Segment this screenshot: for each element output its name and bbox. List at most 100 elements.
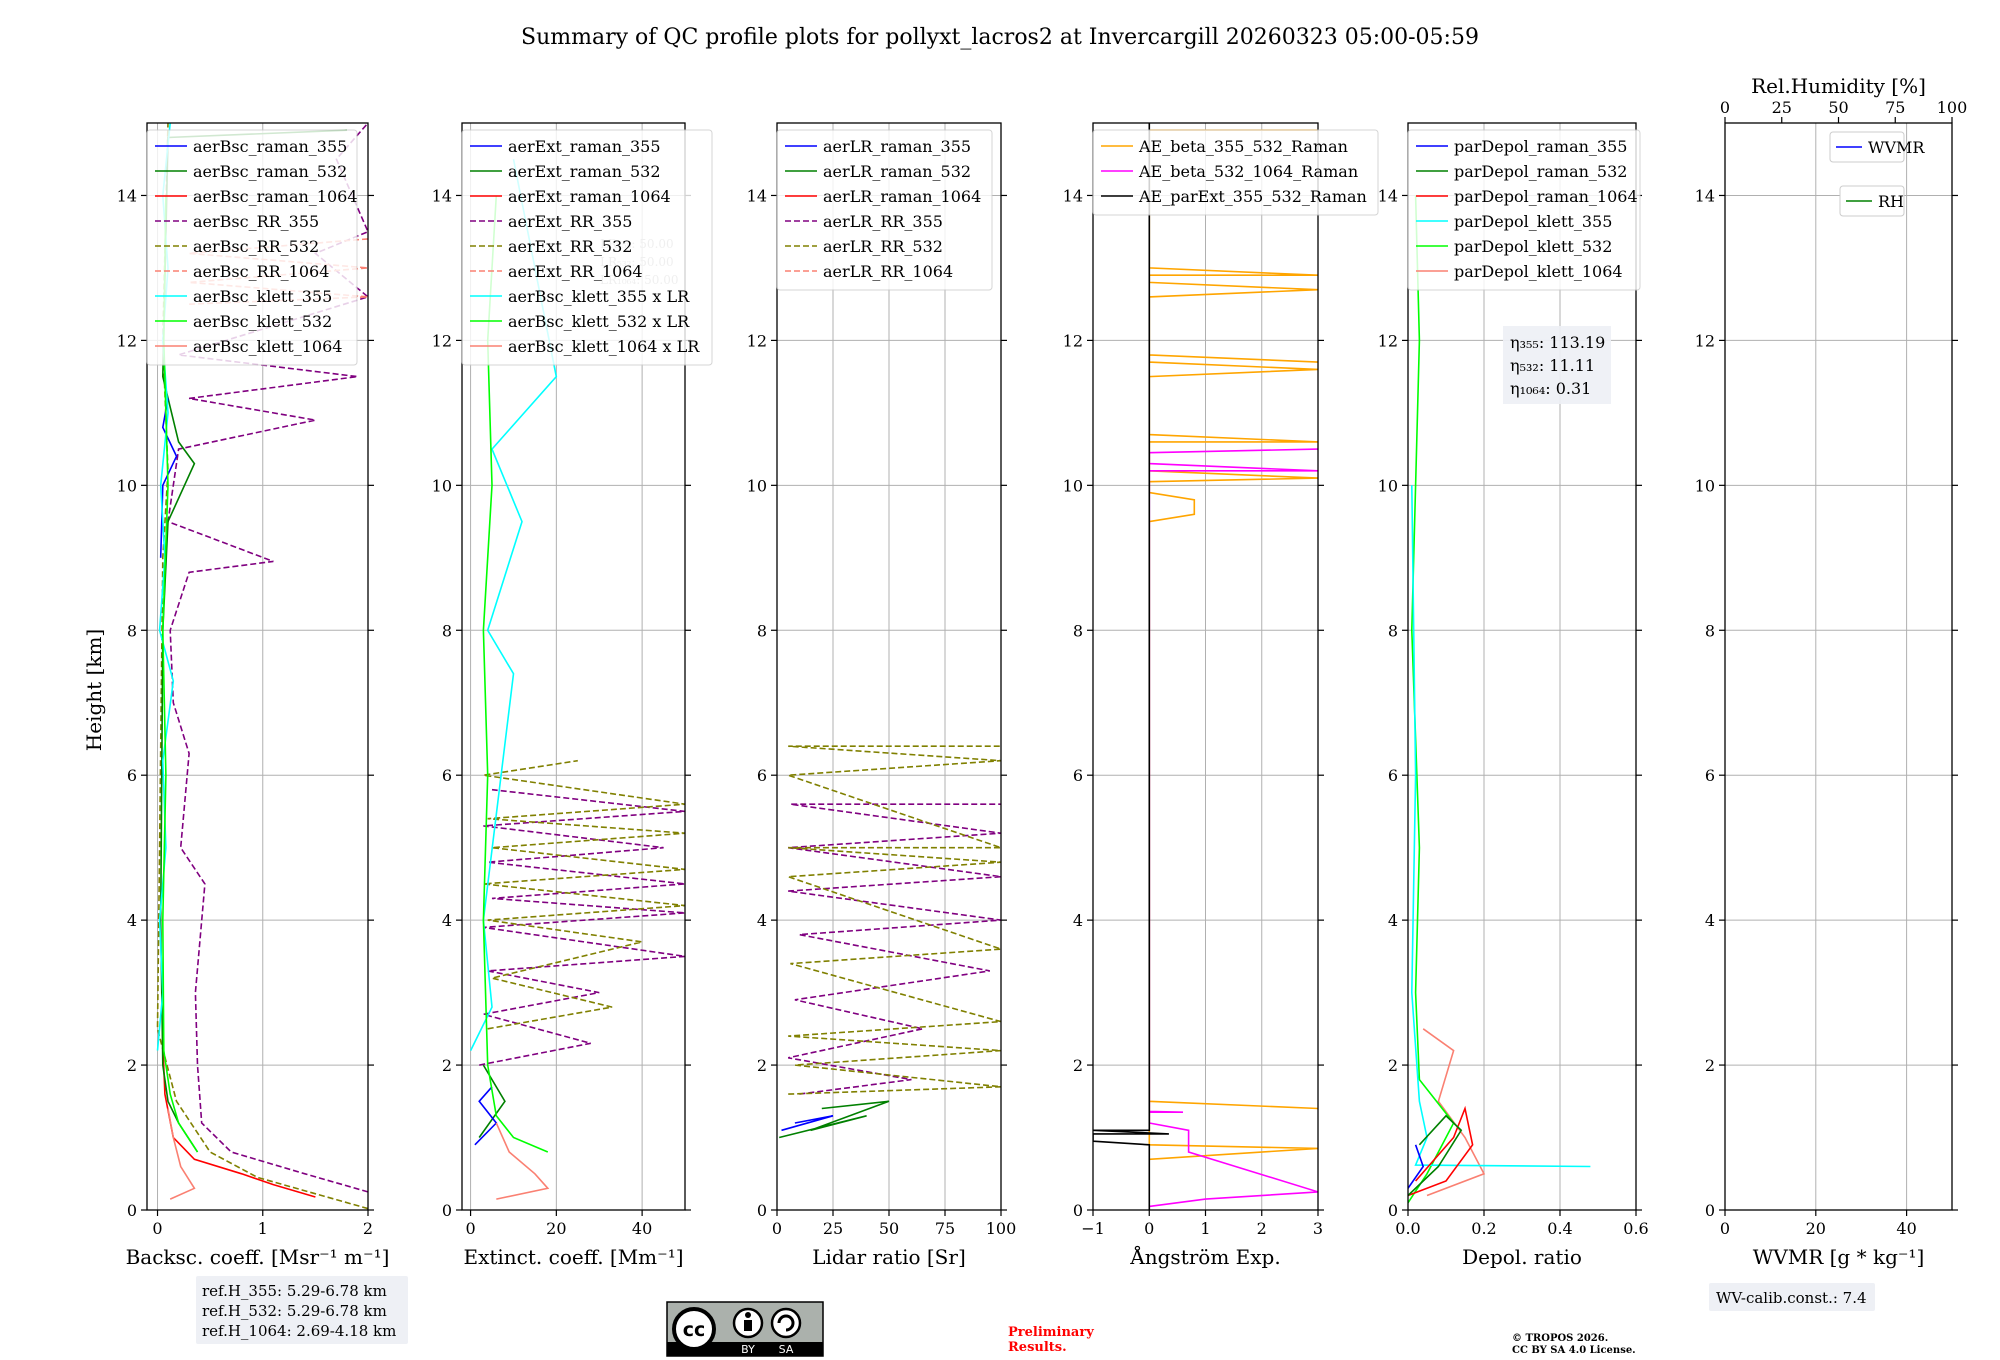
figure-title: Summary of QC profile plots for pollyxt_…	[521, 25, 1479, 50]
series-line-ae-beta-532-1064-raman	[1148, 448, 1318, 1208]
y-tick-label: 14	[1063, 186, 1083, 205]
legend-lr: aerLR_raman_355 aerLR_raman_532 aerLR_rama…	[776, 129, 993, 291]
series-line-aerext-raman-532	[478, 1064, 506, 1138]
axes-frame	[146, 122, 369, 1211]
series-group-depol	[1408, 195, 1591, 1204]
y-tick-label: 2	[442, 1056, 452, 1075]
x-tick-label: 2	[363, 1219, 373, 1238]
y-tick-label: 4	[1073, 911, 1083, 930]
x-tick-label: 0	[772, 1219, 782, 1238]
legend-entry: AE_beta_355_532_Raman	[1138, 137, 1348, 156]
series-line-aerlr-rr-355	[788, 803, 1001, 1095]
y-tick-label: 12	[1378, 331, 1398, 350]
y-tick-label: 8	[1705, 621, 1715, 640]
legend-entry: parDepol_klett_1064	[1454, 262, 1623, 281]
series-line-aerext-raman-355	[474, 1086, 498, 1146]
legend-entry: aerBsc_klett_355	[193, 287, 332, 306]
legend-ae: AE_beta_355_532_Raman AE_beta_532_1064_Ra…	[1092, 129, 1379, 216]
eta-label: η₃₅₅: 113.19	[1510, 333, 1605, 352]
x-tick-label: 0.0	[1395, 1219, 1420, 1238]
preliminary-line1: Preliminary	[1008, 1325, 1094, 1340]
y-tick-label: 8	[1073, 621, 1083, 640]
x-tick-label: 2	[1257, 1219, 1267, 1238]
eta-box	[1503, 326, 1611, 404]
legend-box	[1092, 129, 1379, 216]
series-line-ae-parext-355-532-raman	[1093, 123, 1169, 1210]
y-tick-label: 4	[1705, 911, 1715, 930]
y-tick-label: 14	[117, 186, 137, 205]
x-tick-label: 20	[1806, 1219, 1826, 1238]
legend-box	[1407, 129, 1641, 291]
y-tick-label: 2	[1705, 1056, 1715, 1075]
legend-box	[461, 129, 713, 366]
series-line-aerbsc-klett-532-x-lr	[482, 195, 549, 1153]
legend-entry: aerLR_RR_355	[823, 212, 943, 231]
x-tick-label: 40	[632, 1219, 652, 1238]
series-line-ae-beta-355-532-raman	[1148, 129, 1318, 1161]
x-tick-label: 0.6	[1623, 1219, 1648, 1238]
series-line-aerbsc-klett-532	[161, 195, 199, 1153]
legend-entry: aerBsc_klett_355 x LR	[508, 287, 690, 306]
y-tick-label: 10	[1695, 476, 1715, 495]
legend-depol: parDepol_raman_355 parDepol_raman_532 parD…	[1407, 129, 1641, 291]
legend-entry: aerBsc_RR_532	[193, 237, 319, 256]
y-tick-label: 10	[1378, 476, 1398, 495]
y-tick-label: 10	[117, 476, 137, 495]
x-tick-label: 20	[546, 1219, 566, 1238]
x-tick-label: −1	[1081, 1219, 1105, 1238]
top-x-tick-label: 100	[1937, 98, 1968, 117]
x-tick-label: 0	[1144, 1219, 1154, 1238]
legend-entry: aerLR_raman_532	[823, 162, 971, 181]
legend-entry: aerExt_raman_532	[508, 162, 661, 181]
y-tick-label: 4	[127, 911, 137, 930]
legend-entry: aerLR_RR_1064	[823, 262, 953, 281]
y-tick-label: 14	[1378, 186, 1398, 205]
x-tick-label: 1	[258, 1219, 268, 1238]
y-tick-label: 0	[757, 1201, 767, 1220]
series-line-aerext-rr-355	[479, 788, 685, 1066]
legend-entry: aerBsc_klett_532 x LR	[508, 312, 690, 331]
legend-entry: aerBsc_RR_1064	[193, 262, 329, 281]
y-tick-label: 0	[1388, 1201, 1398, 1220]
legend-entry: aerBsc_raman_355	[193, 137, 347, 156]
x-axis-label: Ångström Exp.	[1129, 1244, 1280, 1269]
y-axis-label: Height [km]	[82, 629, 106, 751]
top-axis-label: Rel.Humidity [%]	[1751, 74, 1926, 98]
y-tick-label: 2	[127, 1056, 137, 1075]
copyright-line2: CC BY SA 4.0 License.	[1512, 1345, 1636, 1356]
y-tick-label: 8	[127, 621, 137, 640]
x-tick-label: 0.4	[1547, 1219, 1572, 1238]
preliminary-line2: Results.	[1008, 1340, 1067, 1355]
x-tick-label: 0.2	[1471, 1219, 1496, 1238]
y-tick-label: 8	[757, 621, 767, 640]
axes-frame	[1724, 122, 1953, 1211]
y-tick-label: 6	[442, 766, 452, 785]
y-tick-label: 0	[127, 1201, 137, 1220]
y-tick-label: 0	[1705, 1201, 1715, 1220]
series-line-pardepol-klett-355	[1410, 485, 1591, 1168]
top-x-tick-label: 0	[1720, 98, 1730, 117]
legend-entry: parDepol_raman_532	[1454, 162, 1627, 181]
y-tick-label: 12	[1063, 331, 1083, 350]
legend-entry: aerBsc_klett_1064 x LR	[508, 337, 700, 356]
x-tick-label: 75	[935, 1219, 955, 1238]
x-axis-label: Lidar ratio [Sr]	[812, 1245, 966, 1269]
series-line-aerbsc-rr-355	[167, 123, 368, 1193]
y-tick-label: 12	[432, 331, 452, 350]
legend-ext: aerExt_raman_355 aerExt_raman_532 aerExt_r…	[461, 129, 713, 366]
y-tick-label: 4	[1388, 911, 1398, 930]
series-line-aerlr-rr-532	[787, 745, 1001, 1095]
top-x-tick-label: 75	[1885, 98, 1905, 117]
y-tick-label: 0	[1073, 1201, 1083, 1220]
x-tick-label: 100	[986, 1219, 1017, 1238]
legend-entry: aerExt_RR_1064	[508, 262, 643, 281]
axes-frame	[461, 122, 686, 1211]
x-tick-label: 0	[1720, 1219, 1730, 1238]
x-tick-label: 0	[465, 1219, 475, 1238]
ref-height-532: ref.H_532: 5.29-6.78 km	[202, 1302, 387, 1320]
y-tick-label: 6	[127, 766, 137, 785]
y-tick-label: 2	[1073, 1056, 1083, 1075]
legend-entry: aerExt_RR_355	[508, 212, 632, 231]
